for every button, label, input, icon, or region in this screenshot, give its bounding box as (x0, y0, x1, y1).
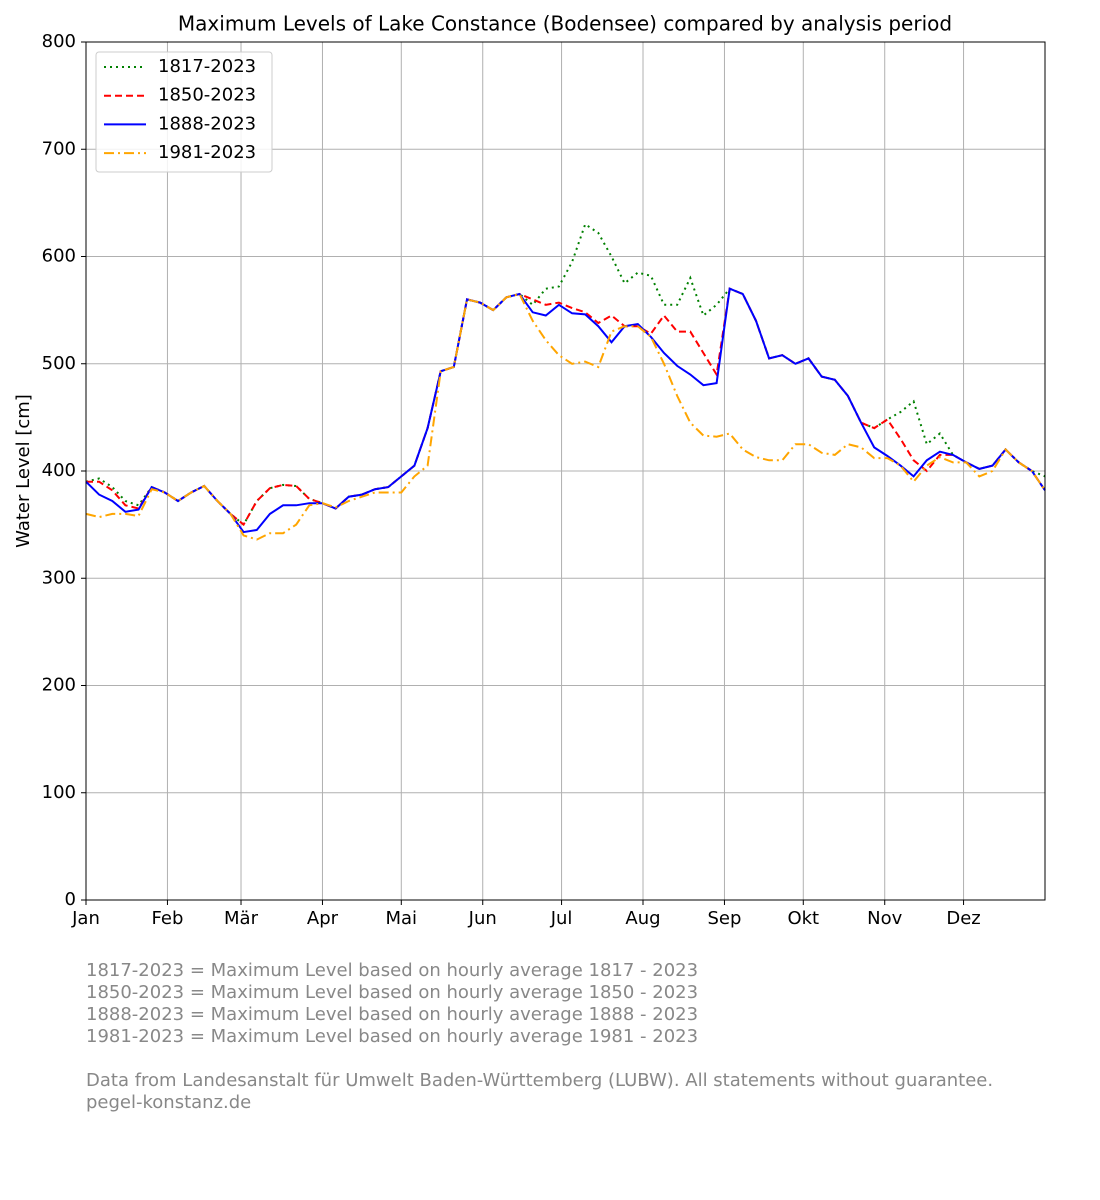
footnote: pegel-konstanz.de (86, 1092, 251, 1113)
y-tick-label: 500 (42, 353, 76, 374)
y-tick-label: 800 (42, 31, 76, 52)
legend-label: 1888-2023 (158, 113, 256, 134)
x-tick-label: Apr (307, 908, 339, 929)
footnote: Data from Landesanstalt für Umwelt Baden… (86, 1070, 993, 1091)
x-tick-label: Mär (224, 908, 259, 929)
series-line (86, 287, 1046, 527)
chart-title: Maximum Levels of Lake Constance (Bodens… (178, 12, 952, 36)
y-tick-label: 0 (65, 889, 76, 910)
legend-label: 1817-2023 (158, 56, 256, 77)
y-tick-label: 400 (42, 460, 76, 481)
footnote: 1981-2023 = Maximum Level based on hourl… (86, 1026, 698, 1047)
y-tick-label: 600 (42, 246, 76, 267)
y-tick-label: 300 (42, 567, 76, 588)
x-tick-label: Okt (787, 908, 819, 929)
x-tick-label: Feb (152, 908, 184, 929)
y-axis-label: Water Level [cm] (13, 394, 34, 548)
footnote: 1850-2023 = Maximum Level based on hourl… (86, 982, 698, 1003)
legend-box (95, 51, 273, 173)
series-line (85, 292, 1046, 541)
footnote: 1817-2023 = Maximum Level based on hourl… (86, 960, 698, 981)
series-line (85, 287, 1046, 534)
y-tick-label: 700 (42, 138, 76, 159)
legend-label: 1850-2023 (158, 85, 256, 106)
x-tick-label: Jun (468, 908, 497, 929)
plot-frame (85, 41, 1046, 901)
footnote: 1888-2023 = Maximum Level based on hourl… (86, 1004, 698, 1025)
x-tick-label: Dez (946, 908, 980, 929)
x-tick-label: Jan (71, 908, 100, 929)
y-tick-label: 100 (42, 782, 76, 803)
x-tick-label: Nov (867, 908, 902, 929)
x-tick-label: Sep (707, 908, 741, 929)
x-tick-label: Mai (386, 908, 418, 929)
x-tick-label: Jul (550, 908, 573, 929)
y-tick-label: 200 (42, 675, 76, 696)
x-tick-label: Aug (625, 908, 660, 929)
legend-label: 1981-2023 (158, 142, 256, 163)
